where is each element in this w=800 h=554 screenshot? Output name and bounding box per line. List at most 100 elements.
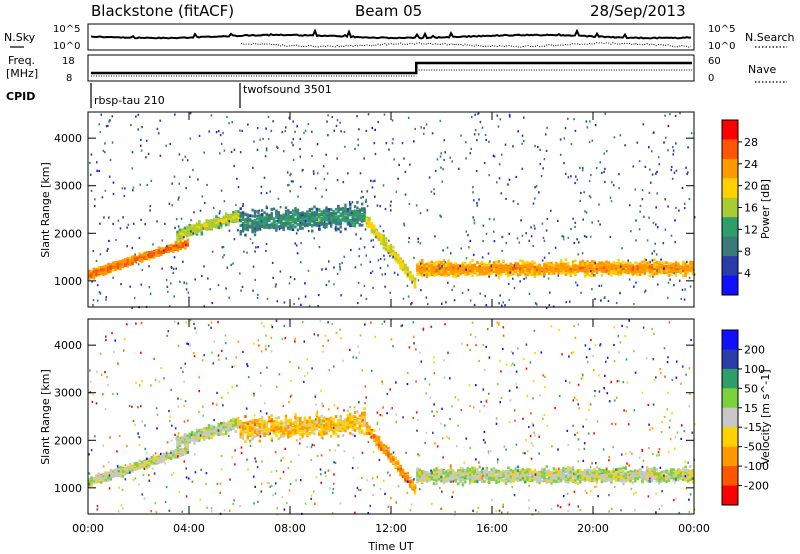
heatmap-cell	[497, 264, 501, 268]
heatmap-cell	[237, 229, 239, 232]
heatmap-cell	[600, 265, 603, 269]
heatmap-cell	[583, 262, 587, 266]
heatmap-cell	[97, 472, 100, 476]
heatmap-cell	[548, 252, 550, 255]
heatmap-cell	[498, 163, 501, 166]
heatmap-cell	[265, 216, 269, 219]
heatmap-cell	[382, 243, 385, 247]
heatmap-cell	[442, 266, 445, 270]
heatmap-cell	[121, 187, 124, 190]
heatmap-cell	[140, 138, 142, 141]
heatmap-cell	[150, 460, 153, 463]
heatmap-cell	[464, 270, 467, 273]
heatmap-cell	[370, 271, 372, 275]
heatmap-cell	[397, 254, 400, 257]
heatmap-cell	[447, 281, 449, 284]
heatmap-cell	[239, 211, 242, 215]
heatmap-cell	[683, 202, 686, 205]
heatmap-cell	[581, 266, 584, 270]
heatmap-cell	[554, 246, 557, 249]
nave-tick-bottom: 0	[708, 73, 714, 84]
heatmap-cell	[411, 281, 413, 284]
heatmap-cell	[178, 234, 182, 238]
heatmap-cell	[363, 246, 366, 249]
heatmap-cell	[397, 273, 399, 276]
heatmap-cell	[401, 262, 405, 266]
heatmap-cell	[173, 295, 175, 298]
heatmap-cell	[190, 228, 194, 232]
heatmap-cell	[425, 270, 429, 274]
heatmap-cell	[297, 217, 299, 220]
heatmap-cell	[181, 234, 184, 238]
heatmap-cell	[316, 172, 319, 175]
heatmap-cell	[469, 299, 472, 302]
heatmap-cell	[508, 232, 510, 235]
heatmap-cell	[406, 271, 409, 274]
heatmap-cell	[497, 269, 501, 273]
heatmap-cell	[500, 264, 503, 268]
heatmap-cell	[92, 276, 96, 280]
heatmap-cell	[351, 217, 354, 221]
heatmap-cell	[296, 208, 300, 212]
heatmap-cell	[545, 269, 548, 273]
heatmap-cell	[564, 127, 567, 130]
heatmap-cell	[100, 270, 103, 274]
heatmap-cell	[186, 228, 189, 232]
heatmap-cell	[346, 214, 350, 218]
heatmap-cell	[531, 269, 534, 273]
heatmap-cell	[516, 237, 519, 240]
heatmap-cell	[188, 233, 191, 237]
heatmap-cell	[482, 224, 485, 227]
heatmap-cell	[221, 246, 223, 249]
heatmap-cell	[190, 224, 194, 227]
heatmap-cell	[306, 213, 309, 217]
heatmap-cell	[557, 271, 560, 275]
heatmap-cell	[465, 257, 468, 260]
heatmap-cell	[344, 203, 347, 207]
heatmap-cell	[121, 265, 125, 269]
heatmap-cell	[490, 269, 493, 272]
heatmap-cell	[519, 280, 521, 283]
heatmap-cell	[102, 273, 105, 277]
heatmap-cell	[585, 211, 588, 214]
nsearch-tick-bottom: 10^0	[708, 41, 735, 52]
heatmap-cell	[542, 167, 544, 170]
heatmap-cell	[425, 296, 428, 299]
heatmap-cell	[662, 261, 666, 265]
heatmap-cell	[145, 464, 149, 468]
heatmap-cell	[639, 204, 642, 207]
heatmap-cell	[282, 228, 285, 232]
heatmap-cell	[543, 265, 546, 269]
heatmap-cell	[339, 212, 342, 216]
heatmap-cell	[334, 220, 338, 224]
heatmap-cell	[452, 272, 455, 276]
heatmap-cell	[691, 270, 694, 274]
heatmap-cell	[635, 239, 637, 242]
heatmap-cell	[670, 273, 673, 277]
heatmap-cell	[604, 296, 606, 299]
heatmap-cell	[428, 265, 431, 268]
heatmap-cell	[272, 207, 276, 211]
heatmap-cell	[574, 221, 577, 224]
heatmap-cell	[230, 263, 232, 266]
heatmap-cell	[451, 160, 453, 163]
heatmap-cell	[612, 270, 615, 274]
heatmap-cell	[190, 233, 194, 237]
heatmap-cell	[131, 167, 134, 170]
heatmap-cell	[356, 201, 359, 204]
heatmap-cell	[297, 297, 300, 300]
heatmap-cell	[276, 145, 278, 148]
heatmap-cell	[224, 212, 228, 215]
heatmap-cell	[94, 205, 96, 208]
heatmap-cell	[99, 253, 102, 256]
heatmap-cell	[262, 137, 264, 140]
heatmap-cell	[234, 210, 237, 213]
heatmap-cell	[358, 255, 360, 258]
heatmap-cell	[492, 261, 496, 264]
heatmap-cell	[460, 247, 462, 250]
heatmap-cell	[437, 262, 441, 266]
heatmap-cell	[589, 235, 592, 238]
heatmap-cell	[403, 222, 405, 225]
heatmap-cell	[481, 256, 484, 259]
heatmap-cell	[413, 285, 417, 289]
